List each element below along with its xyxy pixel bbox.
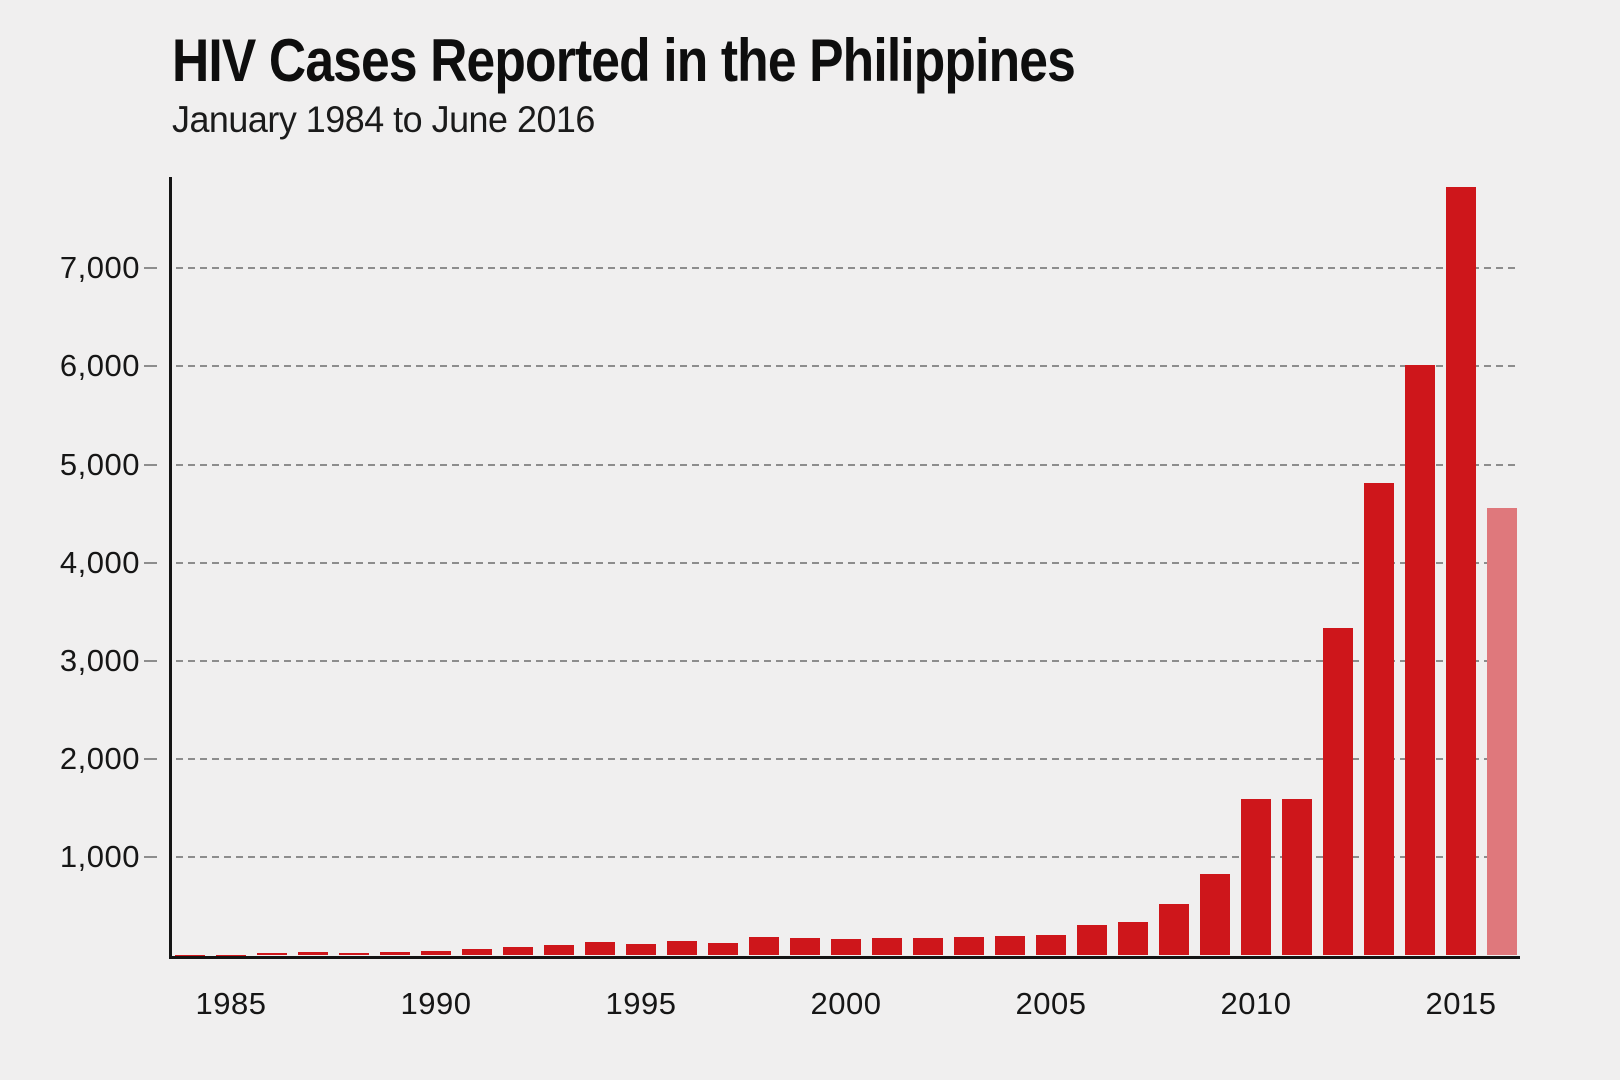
y-axis-label-3000: 3,000 (59, 642, 140, 678)
y-axis-label-5000: 5,000 (59, 446, 140, 482)
bar-2005 (1036, 934, 1066, 956)
bar-1991 (462, 949, 492, 956)
bar-2004 (995, 935, 1025, 956)
y-axis-tick-6000 (144, 365, 157, 368)
y-axis-tick-5000 (144, 463, 157, 466)
bar-2008 (1159, 903, 1189, 956)
bar-2000 (831, 938, 861, 956)
bar-2013 (1364, 482, 1394, 956)
bar-2011 (1282, 799, 1312, 956)
y-axis-tick-7000 (144, 267, 157, 270)
bar-2001 (872, 938, 902, 956)
bar-2010 (1241, 799, 1271, 956)
bar-1987 (298, 952, 328, 956)
gridline-5000 (176, 463, 1518, 466)
gridline-6000 (176, 365, 1518, 368)
chart-title: HIV Cases Reported in the Philippines (172, 27, 1076, 94)
x-axis-label-2010: 2010 (1220, 986, 1292, 1021)
y-axis-label-7000: 7,000 (59, 250, 140, 286)
bar-2006 (1077, 925, 1107, 956)
y-axis-tick-1000 (144, 856, 157, 859)
x-axis-label-2015: 2015 (1425, 986, 1497, 1021)
gridline-4000 (176, 561, 1518, 564)
bar-2003 (954, 936, 984, 956)
bar-1995 (626, 943, 656, 956)
bar-1992 (503, 947, 533, 956)
bar-1993 (544, 944, 574, 956)
bar-1988 (339, 952, 369, 956)
y-axis-tick-2000 (144, 758, 157, 761)
gridline-2000 (176, 758, 1518, 761)
bar-2012 (1323, 627, 1353, 956)
y-axis-tick-4000 (144, 561, 157, 564)
bar-2015 (1446, 186, 1476, 956)
x-axis-label-1985: 1985 (195, 986, 267, 1021)
bar-1998 (749, 937, 779, 956)
gridline-1000 (176, 856, 1518, 859)
y-axis-line (169, 177, 172, 958)
gridline-7000 (176, 267, 1518, 270)
bar-2009 (1200, 873, 1230, 956)
bar-1994 (585, 942, 615, 956)
x-axis-line (169, 955, 1520, 959)
bar-2016-partial (1487, 507, 1517, 956)
x-axis-label-1995: 1995 (605, 986, 677, 1021)
x-axis-label-2005: 2005 (1015, 986, 1087, 1021)
bar-1985 (216, 954, 246, 956)
bar-1996 (667, 940, 697, 956)
bar-2007 (1118, 921, 1148, 956)
y-axis-label-2000: 2,000 (59, 741, 140, 777)
bar-2002 (913, 937, 943, 956)
x-axis-label-1990: 1990 (400, 986, 472, 1021)
y-axis-label-1000: 1,000 (59, 839, 140, 875)
bar-1990 (421, 951, 451, 956)
bar-1999 (790, 938, 820, 956)
y-axis-label-6000: 6,000 (59, 348, 140, 384)
bar-1997 (708, 942, 738, 956)
bar-2014 (1405, 365, 1435, 956)
x-axis-label-2000: 2000 (810, 986, 882, 1021)
chart-subtitle: January 1984 to June 2016 (172, 99, 595, 140)
bar-1989 (380, 952, 410, 956)
y-axis-label-4000: 4,000 (59, 544, 140, 580)
gridline-3000 (176, 659, 1518, 662)
bar-1986 (257, 953, 287, 956)
y-axis-tick-3000 (144, 659, 157, 662)
bar-1984 (175, 954, 205, 956)
